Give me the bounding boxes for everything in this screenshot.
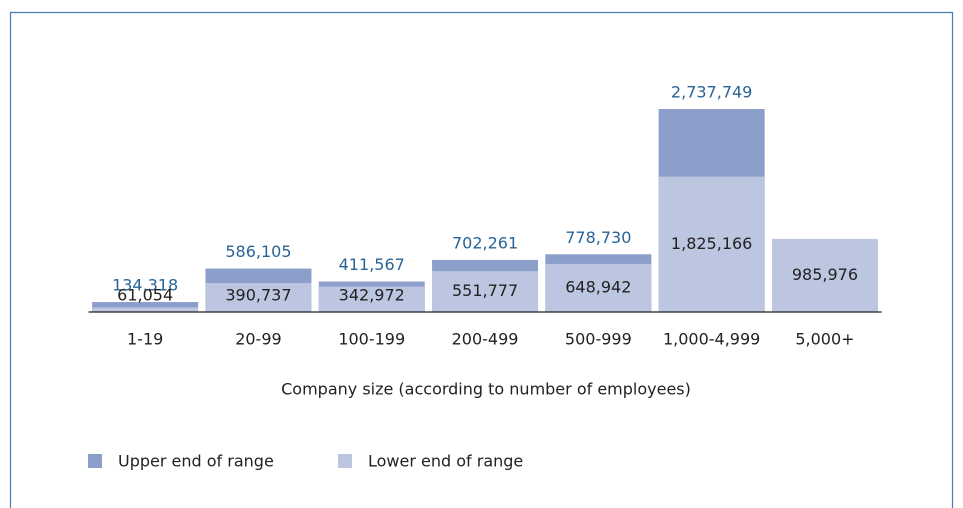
bar <box>318 286 425 312</box>
value-label: 2,737,749 <box>671 83 752 102</box>
value-label: 586,105 <box>225 242 291 261</box>
x-tick-label: 200-499 <box>452 330 519 349</box>
bar <box>92 307 199 312</box>
legend-label: Lower end of range <box>368 452 523 471</box>
x-tick-label: 20-99 <box>235 330 282 349</box>
value-label: 342,972 <box>339 286 405 305</box>
bar <box>658 176 765 312</box>
legend-swatch <box>88 454 102 468</box>
x-tick-label: 100-199 <box>338 330 405 349</box>
value-label: 551,777 <box>452 281 518 300</box>
value-label: 61,054 <box>117 286 173 305</box>
legend-label: Upper end of range <box>118 452 274 471</box>
value-label: 648,942 <box>565 277 631 296</box>
bar <box>771 238 878 312</box>
value-label: 134,318 <box>112 276 178 295</box>
frame <box>9 11 954 508</box>
x-axis-title: Company size (according to number of emp… <box>281 380 691 399</box>
value-label: 1,825,166 <box>671 234 752 253</box>
value-label: 411,567 <box>339 255 405 274</box>
bar <box>545 263 652 312</box>
x-tick-label: 1,000-4,999 <box>663 330 760 349</box>
value-label: 702,261 <box>452 233 518 252</box>
x-tick-label: 500-999 <box>565 330 632 349</box>
x-tick-label: 1-19 <box>127 330 163 349</box>
legend-swatch <box>338 454 352 468</box>
value-label: 390,737 <box>225 286 291 305</box>
value-label: 778,730 <box>565 228 631 247</box>
value-label: 985,976 <box>792 265 858 284</box>
bar <box>205 283 312 312</box>
bar <box>92 302 199 312</box>
bar <box>432 271 539 312</box>
x-tick-label: 5,000+ <box>795 330 854 349</box>
